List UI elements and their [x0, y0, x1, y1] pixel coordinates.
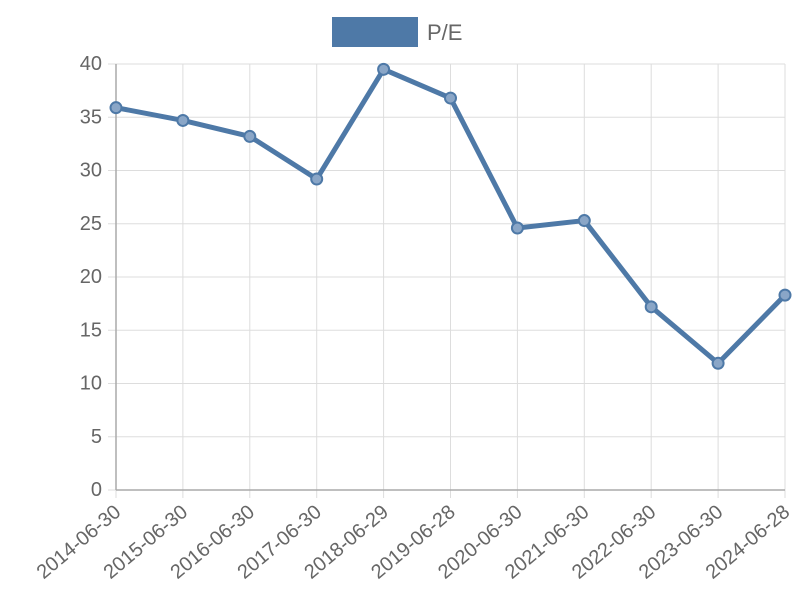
y-tick-label: 15 — [80, 319, 102, 341]
data-point — [243, 129, 257, 143]
y-tick-label: 0 — [91, 479, 102, 501]
data-point — [510, 221, 524, 235]
data-point — [644, 300, 658, 314]
y-tick-label: 20 — [80, 266, 102, 288]
y-tick-label: 35 — [80, 106, 102, 128]
series-pe — [109, 62, 792, 370]
y-axis-ticks: 0 5 10 15 20 25 30 35 40 — [80, 53, 102, 501]
x-axis-ticks: 2014-06-302015-06-302016-06-302017-06-30… — [33, 501, 795, 584]
y-tick-label: 40 — [80, 53, 102, 75]
data-point — [711, 356, 725, 370]
axes — [115, 64, 785, 491]
data-point — [444, 91, 457, 105]
legend[interactable]: P/E — [332, 17, 462, 47]
y-tick-label: 5 — [91, 426, 102, 448]
y-tick-label: 30 — [80, 160, 102, 182]
legend-swatch-pe — [332, 17, 418, 47]
data-point — [109, 101, 123, 115]
y-tick-label: 10 — [80, 373, 102, 395]
data-point — [310, 172, 324, 186]
data-point — [577, 214, 591, 228]
data-point — [377, 62, 391, 76]
y-tick-label: 25 — [80, 213, 102, 235]
legend-label-pe: P/E — [427, 20, 462, 45]
data-point — [176, 113, 190, 127]
data-point — [778, 288, 792, 302]
